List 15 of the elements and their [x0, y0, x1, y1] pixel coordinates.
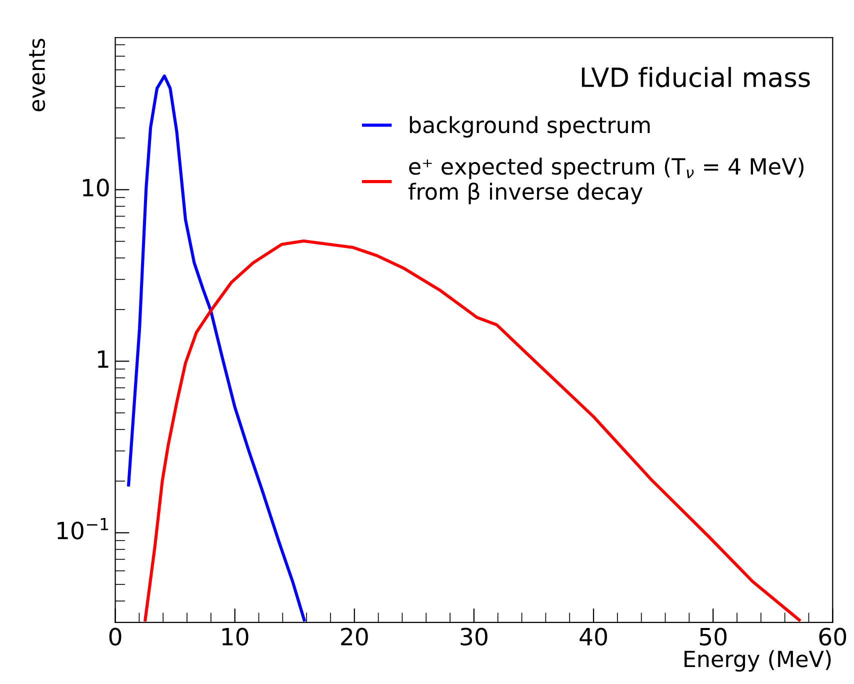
x-tick-label: 50: [700, 628, 727, 646]
x-tick-label: 30: [460, 628, 488, 646]
x-tick-label: 0: [109, 628, 122, 646]
x-axis-title: Energy (MeV): [684, 650, 831, 672]
y-tick-label: 10$^{−1}$: [58, 518, 108, 540]
x-tick-label: 60: [819, 628, 846, 646]
x-tick-label: 20: [341, 628, 368, 646]
y-tick-label: 10: [82, 178, 109, 197]
x-tick-label: 40: [580, 628, 607, 646]
x-tick-label: 10: [222, 628, 248, 646]
y-axis-title: events: [29, 38, 46, 112]
legend-label: background spectrum: [410, 116, 650, 138]
text: e⁺ expected spectrum (T$_{ν}$ = 4 MeV) from β inverse decay: [408, 158, 804, 204]
y-tick-label: 1: [98, 350, 108, 368]
text: LVD fiducial mass: [582, 66, 810, 88]
